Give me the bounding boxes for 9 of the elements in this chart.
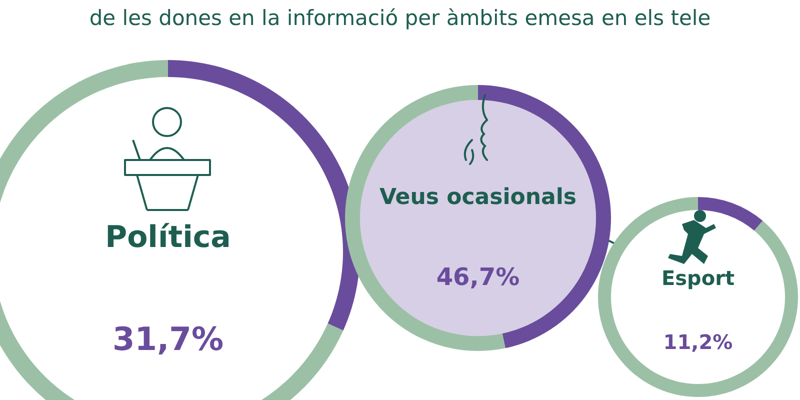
text: Veus ocasionals <box>378 184 578 210</box>
donut-slice <box>598 197 798 397</box>
text: 46,7% <box>435 263 521 291</box>
text: Política <box>104 220 232 255</box>
donut-slice <box>698 197 763 231</box>
text: 11,2% <box>662 330 734 354</box>
chart-title: de les dones en la informació per àmbits emesa en els tele <box>88 6 712 30</box>
text: Esport <box>660 266 736 290</box>
text: 31,7% <box>111 320 224 358</box>
